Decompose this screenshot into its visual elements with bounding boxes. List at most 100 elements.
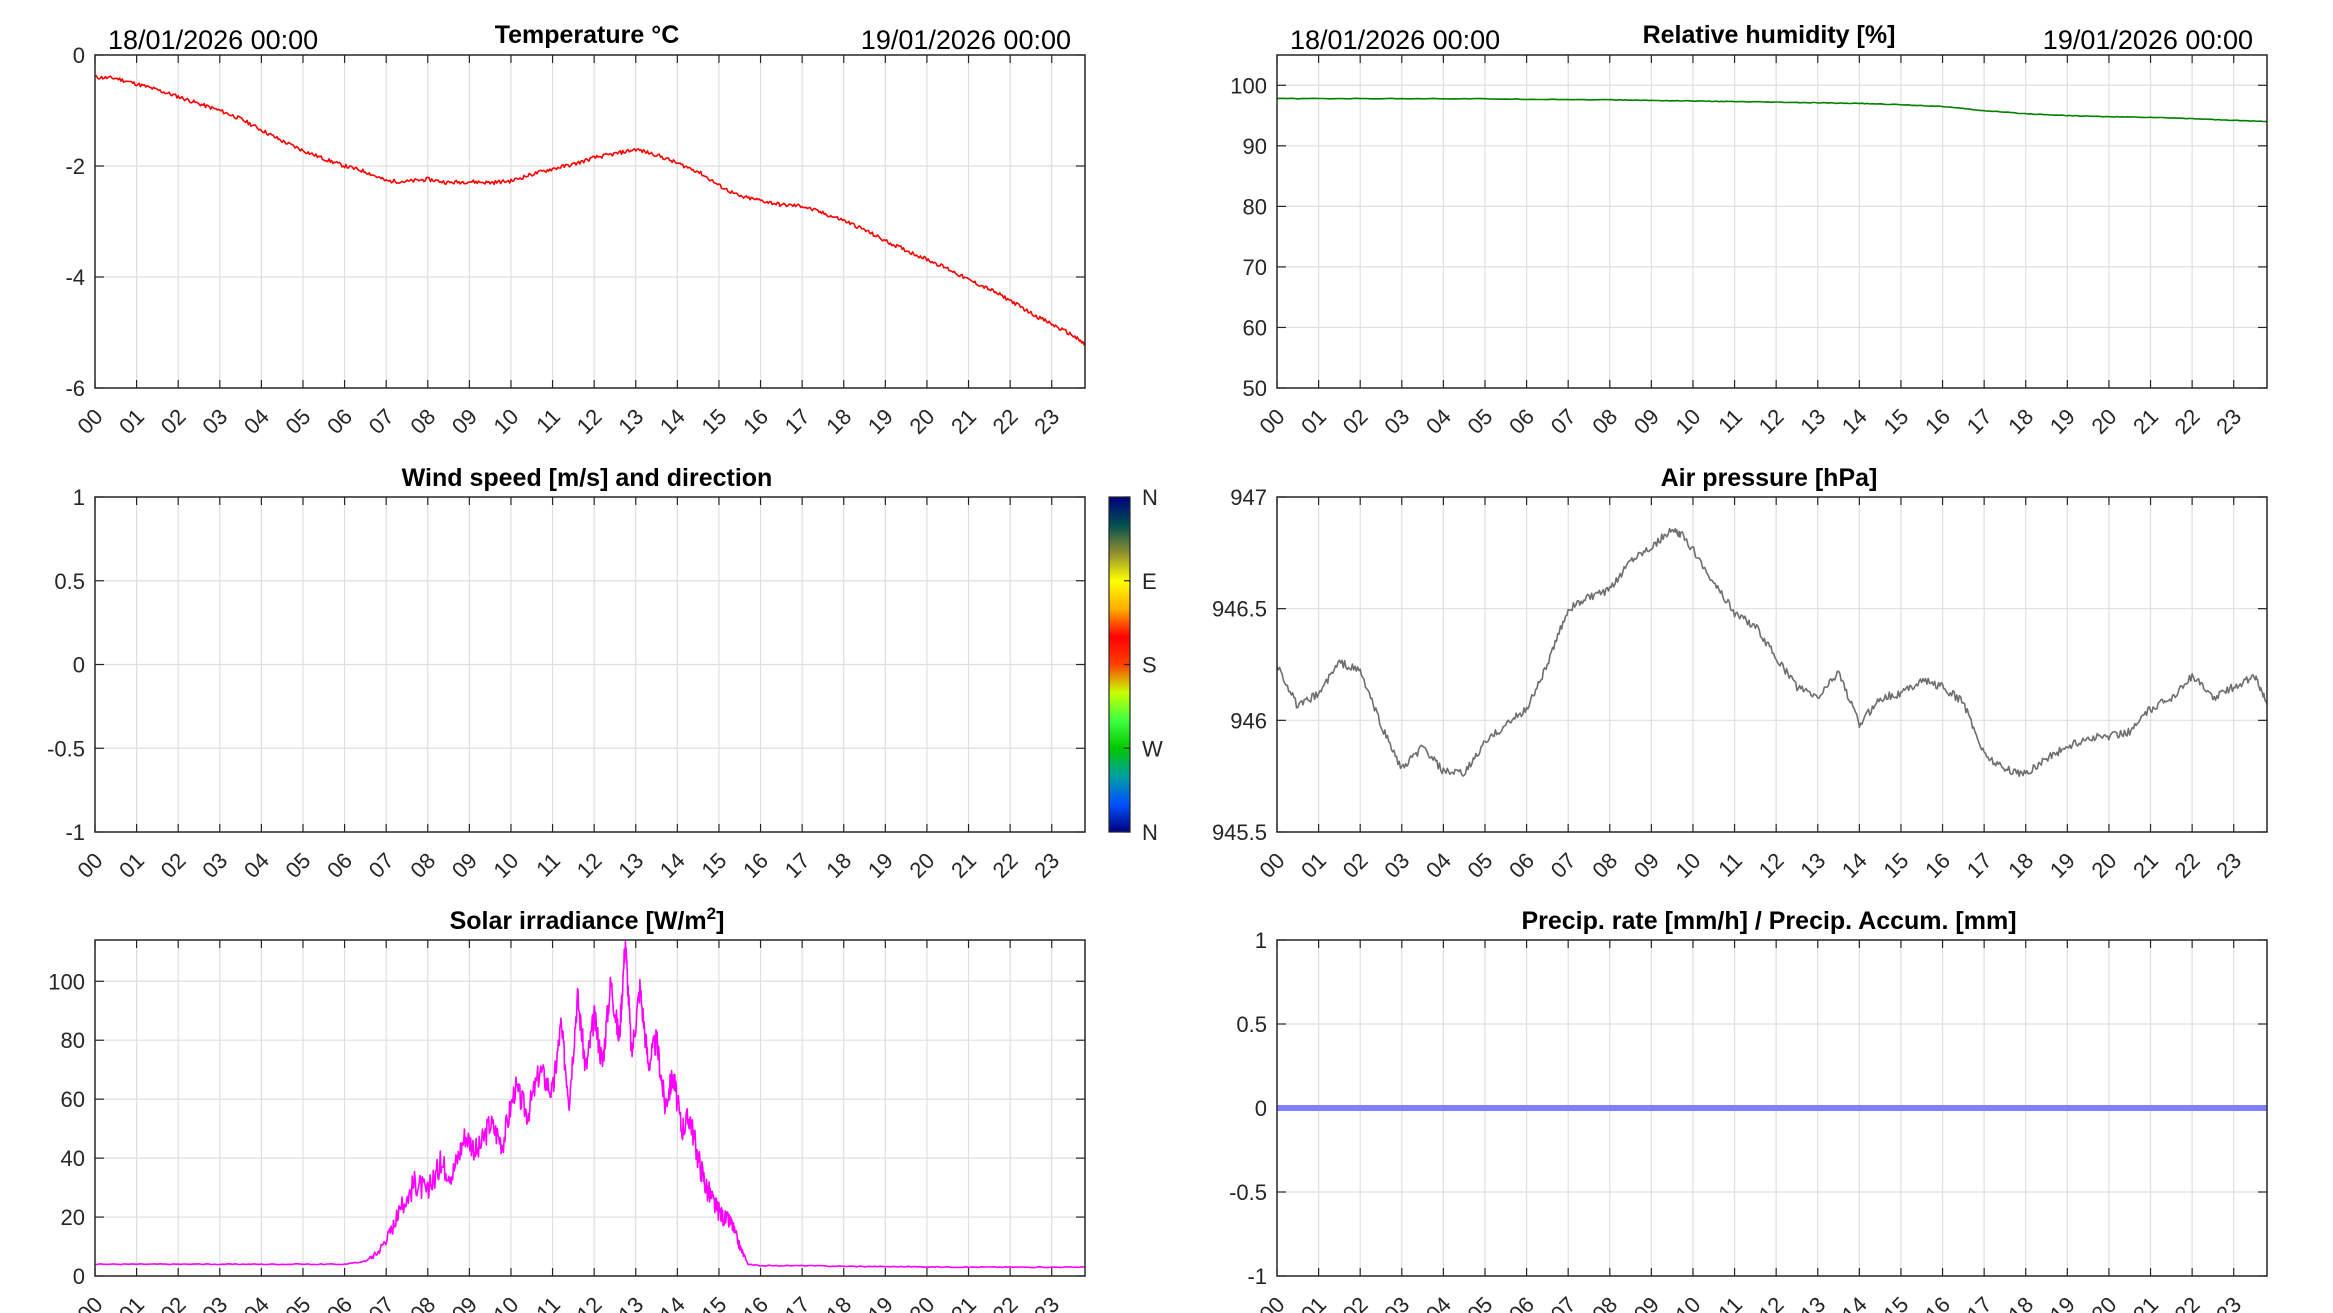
humidity-series-line	[1276, 97, 2268, 123]
wind-xtick-label: 20	[904, 848, 939, 883]
precip-xtick-label: 06	[1504, 1292, 1539, 1313]
solar-ytick-label: 40	[61, 1146, 85, 1171]
precip-ytick-label: 1	[1255, 928, 1267, 953]
temperature-xtick-label: 03	[197, 404, 232, 439]
pressure-xtick-label: 20	[2086, 848, 2121, 883]
precip-xtick-label: 17	[1962, 1292, 1997, 1313]
precip-xtick-label: 15	[1878, 1292, 1913, 1313]
solar-xtick-label: 06	[322, 1292, 357, 1313]
precip-xtick-label: 07	[1546, 1292, 1581, 1313]
solar-xtick-label: 14	[655, 1292, 690, 1313]
temperature-xtick-label: 07	[364, 404, 399, 439]
colorbar-label: N	[1142, 485, 1158, 510]
pressure-xtick-label: 09	[1629, 848, 1664, 883]
solar-axes-background	[95, 940, 1085, 1276]
solar-title: Solar irradiance [W/m2]	[450, 904, 725, 935]
humidity-start-date: 18/01/2026 00:00	[1290, 25, 1500, 55]
pressure-xtick-label: 21	[2128, 848, 2163, 883]
pressure-title: Air pressure [hPa]	[1661, 464, 1878, 492]
pressure-axes-frame	[1276, 496, 2268, 833]
humidity-xtick-label: 09	[1629, 404, 1664, 439]
pressure-xtick-label: 14	[1837, 848, 1872, 883]
solar-xtick-label: 11	[531, 1292, 565, 1313]
wind-ytick-label: 0.5	[54, 569, 85, 594]
temperature-xtick-label: 08	[405, 404, 440, 439]
temperature-xtick-label: 01	[114, 404, 149, 439]
temperature-xtick-label: 21	[946, 404, 981, 439]
wind-ytick-label: 0	[73, 653, 85, 678]
wind-direction-colorbar: N W S E N	[1108, 485, 1163, 845]
pressure-xtick-label: 08	[1587, 848, 1622, 883]
precip-xtick-label: 08	[1587, 1292, 1622, 1313]
humidity-axes-frame	[1276, 54, 2268, 389]
wind-xtick-label: 18	[821, 848, 856, 883]
wind-xtick-label: 13	[613, 848, 648, 883]
temperature-xtick-label: 13	[613, 404, 648, 439]
colorbar-label: S	[1142, 653, 1157, 678]
temperature-xtick-label: 10	[489, 404, 524, 439]
humidity-xtick-label: 19	[2045, 404, 2080, 439]
solar-xtick-label: 16	[738, 1292, 773, 1313]
wind-xtick-label: 15	[696, 848, 731, 883]
humidity-xtick-label: 13	[1795, 404, 1830, 439]
solar-ytick-label: 80	[61, 1028, 85, 1053]
precip-xtick-label: 11	[1713, 1292, 1747, 1313]
wind-plot: 00 01 02 03 04 05 06 07 08 09 10 11 12 13 14 15 16 17 18 19…	[47, 485, 1086, 883]
solar-title-superscript: 2	[707, 904, 716, 923]
temperature-axes-frame	[94, 54, 1086, 389]
precip-xtick-label: 05	[1463, 1292, 1498, 1313]
colorbar-label: E	[1142, 569, 1157, 594]
humidity-xtick-label: 03	[1379, 404, 1414, 439]
precip-xtick-label: 23	[2211, 1292, 2246, 1313]
temperature-xtick-label: 14	[655, 404, 690, 439]
pressure-xtick-label: 10	[1671, 848, 1706, 883]
precip-xtick-label: 21	[2128, 1292, 2163, 1313]
humidity-panel: Relative humidity [%] 18/01/2026 00:00 1…	[1230, 21, 2268, 439]
humidity-title: Relative humidity [%]	[1643, 21, 1896, 49]
temperature-end-date: 19/01/2026 00:00	[861, 25, 1071, 55]
pressure-xtick-label: 05	[1463, 848, 1498, 883]
wind-xtick-label: 00	[73, 848, 108, 883]
precip-xtick-label: 13	[1795, 1292, 1830, 1313]
temperature-xtick-label: 16	[738, 404, 773, 439]
temperature-xtick-label: 04	[239, 404, 274, 439]
solar-xtick-label: 02	[156, 1292, 191, 1313]
humidity-xtick-label: 00	[1255, 404, 1290, 439]
solar-xtick-label: 00	[73, 1292, 108, 1313]
temperature-xtick-label: 20	[904, 404, 939, 439]
solar-ytick-label: 60	[61, 1087, 85, 1112]
solar-xtick-label: 07	[364, 1292, 399, 1313]
precip-xtick-label: 18	[2003, 1292, 2038, 1313]
temperature-xtick-label: 06	[322, 404, 357, 439]
solar-panel: Solar irradiance [W/m2] 00 01 02 03 04 05 06 07…	[48, 904, 1086, 1313]
temperature-xtick-label: 02	[156, 404, 191, 439]
precip-xtick-label: 10	[1671, 1292, 1706, 1313]
solar-series-line	[94, 940, 1086, 1269]
humidity-plot: 00 01 02 03 04 05 06 07 08 09 10 11 12 13 14 15 16 17 18 19…	[1230, 54, 2268, 439]
colorbar-label: N	[1142, 820, 1158, 845]
temperature-ytick-label: -6	[65, 376, 85, 401]
pressure-xtick-label: 03	[1379, 848, 1414, 883]
precip-panel: Precip. rate [mm/h] / Precip. Accum. [mm…	[1229, 907, 2268, 1313]
humidity-xtick-label: 11	[1713, 404, 1747, 438]
wind-ytick-label: -0.5	[47, 736, 85, 761]
wind-xtick-label: 09	[447, 848, 482, 883]
wind-xtick-label: 16	[738, 848, 773, 883]
pressure-xtick-label: 00	[1255, 848, 1290, 883]
humidity-xtick-label: 17	[1962, 404, 1997, 439]
temperature-title: Temperature °C	[495, 21, 680, 49]
pressure-plot: 00 01 02 03 04 05 06 07 08 09 10 11 12 13 14 15 16 17 18 19…	[1212, 485, 2268, 883]
pressure-xtick-label: 04	[1421, 848, 1456, 883]
solar-xtick-label: 01	[114, 1292, 149, 1313]
pressure-xtick-label: 07	[1546, 848, 1581, 883]
wind-xtick-label: 03	[197, 848, 232, 883]
precip-plot: 00 01 02 03 04 05 06 07 08 09 10 11 12 13 14 15 16 17 18 19…	[1229, 928, 2268, 1313]
temperature-ytick-label: 0	[73, 43, 85, 68]
temperature-xtick-label: 22	[988, 404, 1023, 439]
precip-axes-frame	[1276, 939, 2268, 1277]
wind-panel: Wind speed [m/s] and direction 00 01 02 03 0…	[47, 464, 1163, 883]
pressure-xtick-label: 11	[1713, 848, 1747, 882]
temperature-xtick-label: 11	[531, 404, 565, 438]
solar-xtick-label: 13	[613, 1292, 648, 1313]
